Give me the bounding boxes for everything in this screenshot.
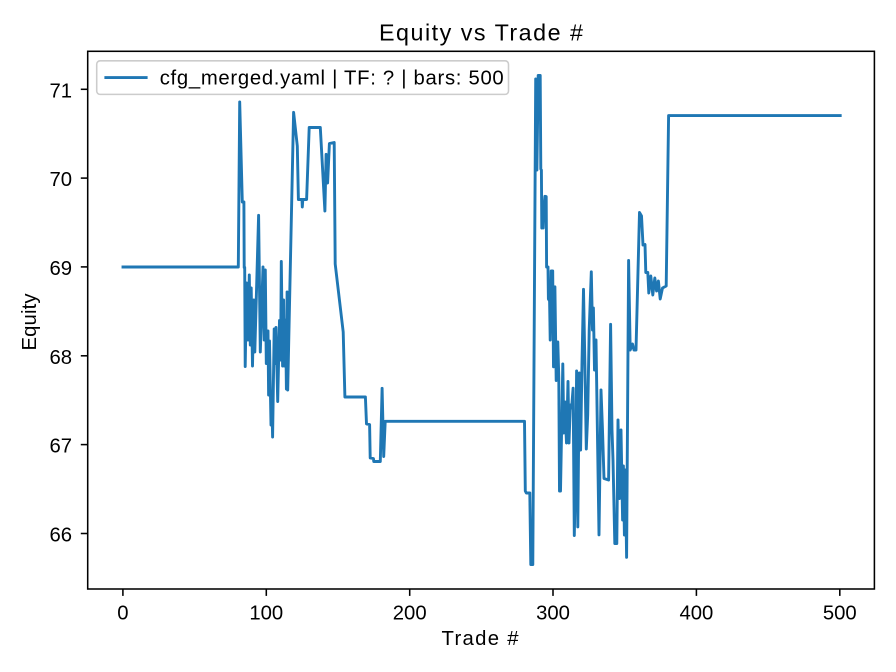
svg-text:68: 68 <box>49 347 72 369</box>
svg-text:Equity: Equity <box>19 293 41 351</box>
svg-text:100: 100 <box>249 603 283 625</box>
svg-text:Trade #: Trade # <box>442 628 520 650</box>
svg-text:71: 71 <box>49 80 72 102</box>
svg-text:cfg_merged.yaml | TF: ? | bars: cfg_merged.yaml | TF: ? | bars: 500 <box>160 67 504 89</box>
svg-text:300: 300 <box>536 603 570 625</box>
svg-text:70: 70 <box>49 169 72 191</box>
svg-text:Equity vs Trade #: Equity vs Trade # <box>379 20 583 46</box>
svg-text:200: 200 <box>393 603 427 625</box>
svg-text:66: 66 <box>49 525 72 547</box>
svg-text:0: 0 <box>117 603 128 625</box>
svg-text:67: 67 <box>49 436 72 458</box>
svg-text:500: 500 <box>823 603 857 625</box>
svg-text:400: 400 <box>679 603 713 625</box>
svg-text:69: 69 <box>49 258 72 280</box>
